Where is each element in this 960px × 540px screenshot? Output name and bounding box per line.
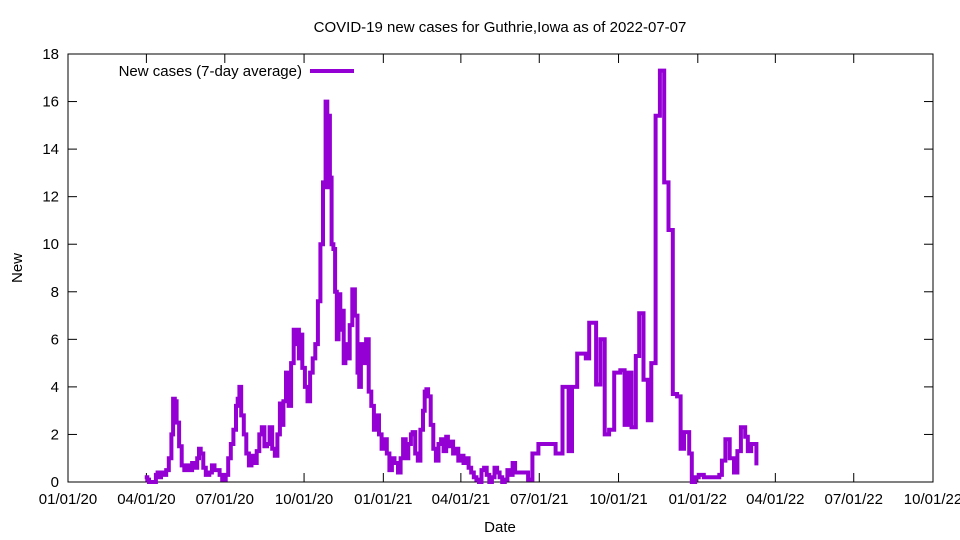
x-tick-label: 10/01/20 [275,491,333,508]
x-tick-label: 07/01/21 [510,491,568,508]
y-tick-label: 12 [42,189,59,206]
y-axis: 0 2 4 6 8 10 12 14 16 18 [42,46,933,491]
x-tick-label: 01/01/21 [354,491,412,508]
y-axis-label: New [9,253,26,283]
x-tick-label: 07/01/20 [196,491,254,508]
y-tick-label: 16 [42,94,59,111]
x-tick-label: 10/01/22 [904,491,960,508]
x-tick-label: 01/01/22 [669,491,727,508]
y-tick-label: 4 [51,379,59,396]
x-tick-label: 04/01/20 [117,491,175,508]
series-line-new-cases [144,68,759,484]
y-tick-label: 18 [42,46,59,63]
x-tick-label: 04/01/22 [746,491,804,508]
legend-label: New cases (7-day average) [119,63,302,80]
chart-title: COVID-19 new cases for Guthrie,Iowa as o… [314,19,687,36]
y-tick-label: 8 [51,284,59,301]
legend: New cases (7-day average) [119,63,354,80]
x-axis: 01/01/20 04/01/20 07/01/20 10/01/20 01/01/21… [39,54,960,508]
plot-frame [67,53,934,483]
x-tick-label: 10/01/21 [589,491,647,508]
x-tick-label: 04/01/21 [432,491,490,508]
x-tick-label: 01/01/20 [39,491,97,508]
y-tick-label: 0 [51,474,59,491]
y-tick-label: 10 [42,236,59,253]
x-tick-label: 07/01/22 [825,491,883,508]
y-tick-label: 14 [42,141,59,158]
y-tick-label: 2 [51,426,59,443]
y-tick-label: 6 [51,331,59,348]
x-axis-label: Date [484,519,516,536]
